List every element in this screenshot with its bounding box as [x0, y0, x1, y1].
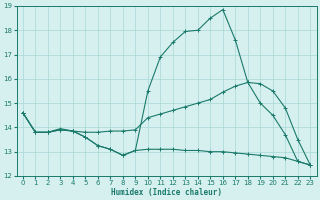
X-axis label: Humidex (Indice chaleur): Humidex (Indice chaleur)	[111, 188, 222, 197]
